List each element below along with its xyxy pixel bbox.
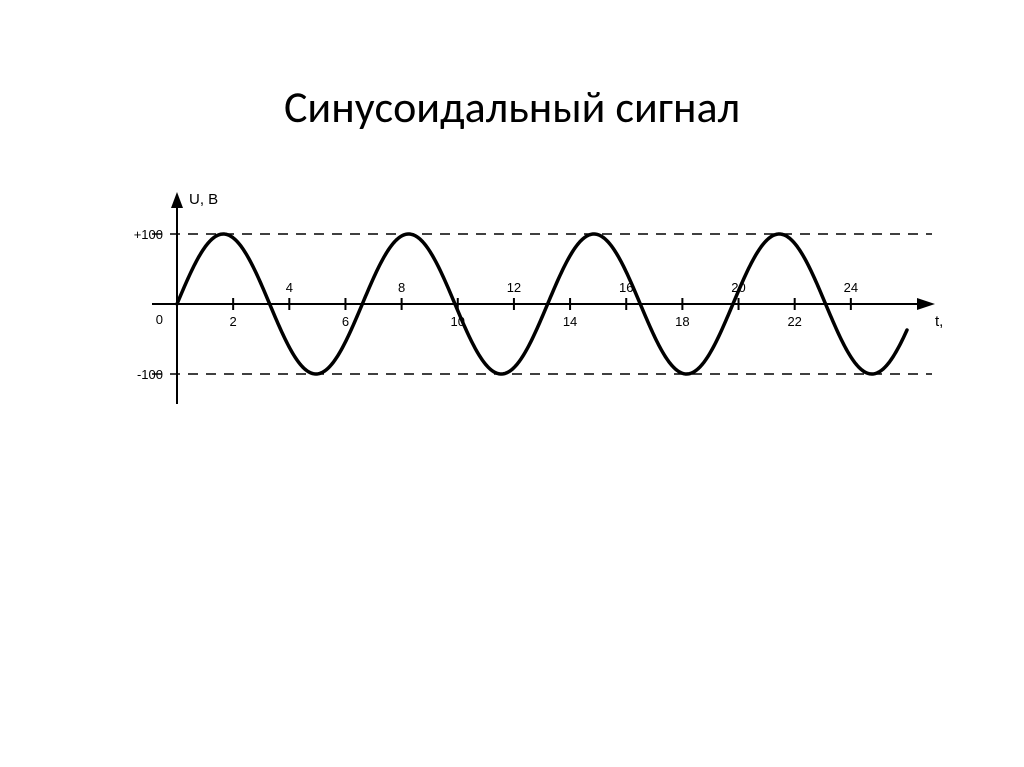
svg-text:22: 22 [787, 314, 801, 329]
svg-text:24: 24 [844, 280, 858, 295]
svg-text:8: 8 [398, 280, 405, 295]
svg-text:14: 14 [563, 314, 577, 329]
svg-text:-100: -100 [137, 367, 163, 382]
page-title: Синусоидальный сигнал [284, 80, 740, 134]
svg-text:4: 4 [286, 280, 293, 295]
svg-text:12: 12 [507, 280, 521, 295]
svg-text:6: 6 [342, 314, 349, 329]
chart-svg: 24681012141618202224U, В+100-1000t, сек [77, 184, 947, 444]
chart: 24681012141618202224U, В+100-1000t, сек [77, 184, 947, 484]
svg-text:U, В: U, В [189, 191, 218, 208]
svg-text:t, сек: t, сек [935, 313, 947, 330]
svg-text:2: 2 [230, 314, 237, 329]
svg-text:0: 0 [156, 312, 163, 327]
svg-text:18: 18 [675, 314, 689, 329]
svg-text:+100: +100 [134, 227, 163, 242]
